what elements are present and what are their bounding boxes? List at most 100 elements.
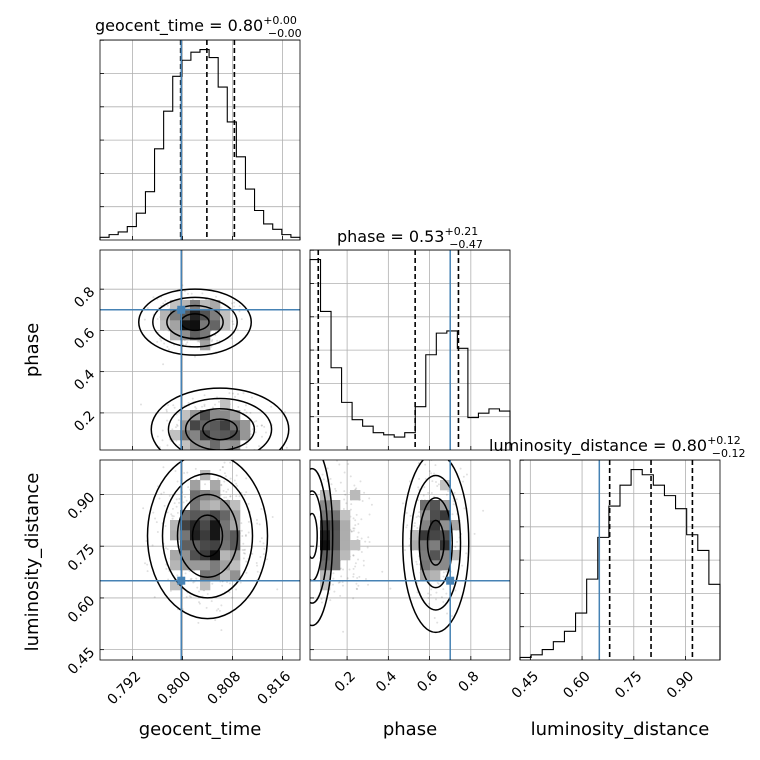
density-cell [410, 540, 421, 551]
scatter-point [417, 515, 420, 518]
scatter-point [166, 304, 169, 307]
scatter-point [152, 296, 155, 299]
scatter-point [453, 491, 456, 494]
scatter-point [245, 477, 248, 480]
contour-level [150, 387, 290, 450]
density-cell [230, 510, 241, 521]
density-cell [350, 540, 361, 551]
scatter-point [339, 481, 342, 484]
density-cell [440, 540, 451, 551]
panel-frame [99, 39, 301, 241]
contour-level [410, 474, 462, 611]
scatter-point [229, 495, 232, 498]
scatter-point [162, 466, 165, 469]
contour-level [152, 296, 238, 348]
scatter-point [427, 597, 430, 600]
scatter-point [346, 577, 349, 580]
density-cell [180, 510, 191, 521]
scatter-point [146, 563, 149, 566]
scatter-point [337, 581, 340, 584]
scatter-point [343, 490, 346, 493]
density-cell [190, 420, 201, 431]
contours [146, 460, 269, 620]
scatter-point [450, 614, 453, 617]
scatter-point [188, 595, 191, 598]
density-cell [230, 540, 241, 551]
panel-geocent_time-phase [99, 249, 301, 455]
xtick-label-luminosity_distance: 0.60 [560, 668, 593, 701]
scatter-point [336, 460, 339, 462]
density-cell [210, 530, 221, 541]
scatter-point [230, 337, 233, 340]
density-cell [450, 550, 461, 561]
scatter-point [206, 593, 209, 596]
density-cell [430, 540, 441, 551]
density-cell [440, 530, 451, 541]
scatter-point [235, 495, 238, 498]
scatter-point [427, 592, 430, 595]
xtick-label-geocent_time: 0.792 [105, 668, 145, 708]
scatter-point [163, 504, 166, 507]
scatter-point [178, 501, 181, 504]
density-cell [200, 550, 211, 561]
scatter-point [176, 480, 179, 483]
scatter-point [217, 608, 220, 611]
scatter-point [166, 404, 169, 407]
density-cell [190, 560, 201, 571]
density-cell [200, 470, 211, 481]
scatter-point [250, 396, 253, 399]
scatter-point [162, 363, 165, 366]
scatter-point [158, 446, 161, 449]
scatter-point [357, 558, 360, 561]
scatter-point [349, 508, 352, 511]
scatter-point [247, 520, 250, 523]
scatter-point [436, 621, 439, 624]
scatter-point [186, 292, 189, 295]
scatter-point [357, 522, 360, 525]
density-cell [220, 310, 231, 321]
density-cell [210, 440, 221, 450]
density-cell [220, 410, 231, 421]
density-map [320, 480, 461, 591]
density-cell [200, 570, 211, 581]
contour-level [310, 490, 324, 582]
scatter-point [151, 544, 154, 547]
scatter-point [177, 419, 180, 422]
scatter-point [249, 411, 252, 414]
density-cell [330, 500, 341, 511]
density-cell [180, 320, 191, 331]
panel-frame [519, 459, 721, 661]
scatter-point [236, 328, 239, 331]
scatter-point [367, 583, 370, 586]
scatter-point [244, 404, 247, 407]
scatter-point [170, 513, 173, 516]
panel-frame [309, 249, 511, 451]
scatter-point [454, 546, 457, 549]
density-cell [210, 500, 221, 511]
scatter-point [355, 587, 358, 590]
scatter-point [185, 343, 188, 346]
xtick-label-geocent_time: 0.800 [155, 668, 195, 708]
scatter-point [166, 548, 169, 551]
density-cell [350, 490, 361, 501]
title-luminosity-distance: luminosity_distance = 0.80+0.12 −0.12 [489, 434, 746, 460]
scatter-point [238, 495, 241, 498]
scatter-point [229, 477, 232, 480]
contour-level [138, 288, 252, 356]
xtick-label-geocent_time: 0.816 [255, 668, 295, 708]
scatter-point [358, 575, 361, 578]
density-cell [210, 540, 221, 551]
scatter-point [427, 491, 430, 494]
scatter-point [260, 435, 263, 438]
scatter-point [409, 514, 412, 517]
scatter-point [183, 290, 186, 293]
scatter-point [430, 588, 433, 591]
scatter-point [222, 453, 224, 455]
scatter-point [225, 490, 228, 493]
scatter-point [198, 455, 200, 457]
scatter-point [244, 535, 247, 538]
scatter-point [211, 406, 214, 409]
scatter-point [175, 498, 178, 501]
contour-level [310, 460, 334, 627]
